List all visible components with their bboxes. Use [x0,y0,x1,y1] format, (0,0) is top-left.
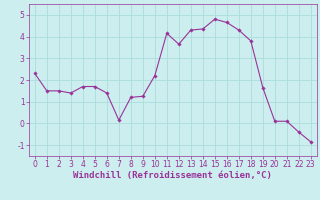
X-axis label: Windchill (Refroidissement éolien,°C): Windchill (Refroidissement éolien,°C) [73,171,272,180]
